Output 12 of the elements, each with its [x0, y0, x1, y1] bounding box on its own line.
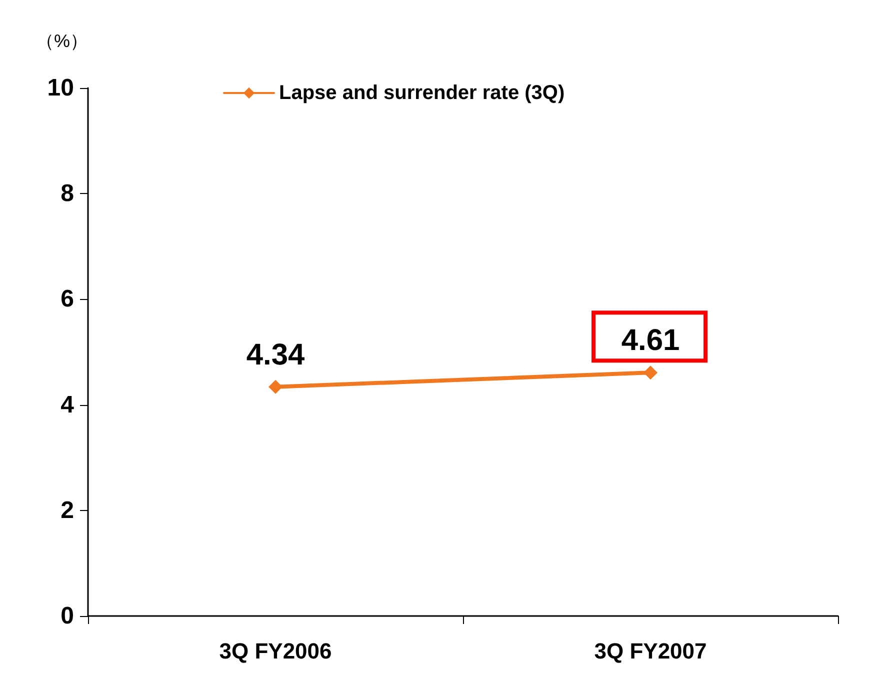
- y-tick-label: 6: [60, 286, 74, 313]
- data-label: 4.61: [621, 324, 680, 358]
- x-tick-label: 3Q FY2007: [594, 638, 707, 664]
- data-label: 4.34: [246, 338, 306, 372]
- y-tick-label: 10: [47, 74, 74, 102]
- y-tick-label: 2: [60, 496, 74, 524]
- y-tick-label: 0: [60, 602, 74, 630]
- y-tick-label: 8: [60, 180, 74, 208]
- legend-label: Lapse and surrender rate (3Q): [279, 82, 565, 104]
- y-tick-label: 4: [60, 391, 75, 418]
- x-tick-label: 3Q FY2006: [219, 638, 332, 664]
- y-axis-title: （%）: [36, 31, 88, 51]
